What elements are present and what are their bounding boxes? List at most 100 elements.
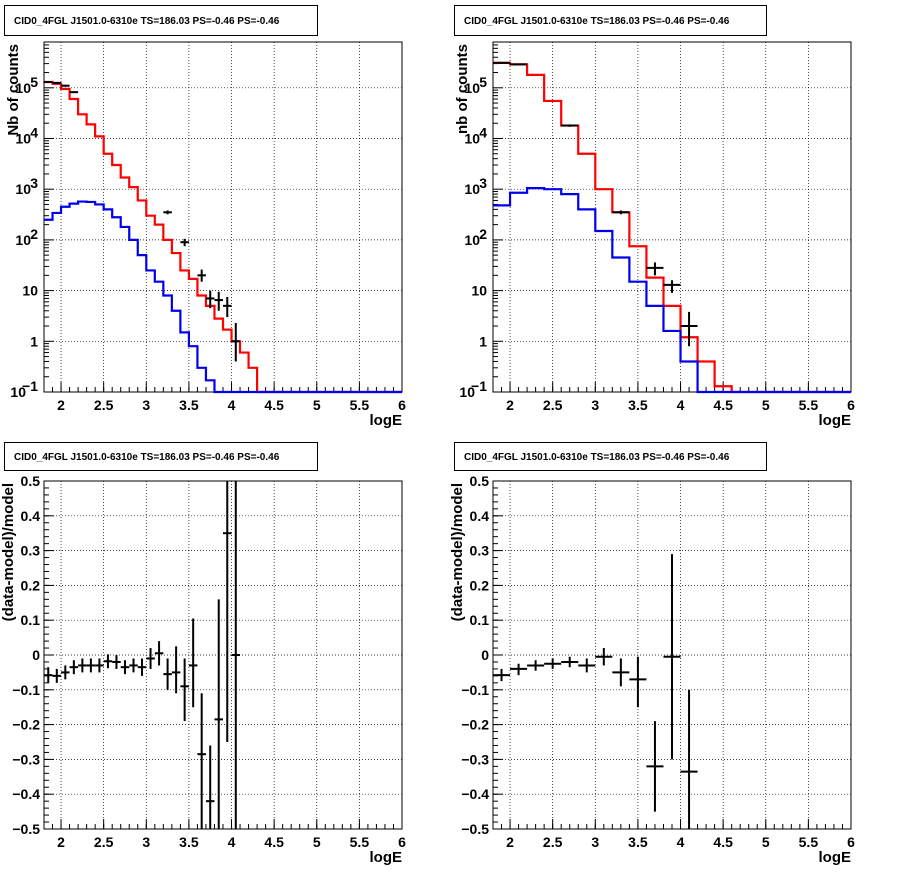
x-tick-label: 2: [506, 834, 514, 850]
x-tick-label: 4: [677, 834, 685, 850]
series-line-blue: [44, 200, 402, 394]
x-tick-label: 5: [762, 397, 770, 413]
x-tick-label: 4: [228, 397, 236, 413]
data-point: [214, 291, 223, 311]
data-point: [129, 658, 138, 673]
x-tick-label: 3: [142, 834, 150, 850]
series-line-red: [493, 61, 851, 394]
x-tick-label: 4.5: [264, 834, 284, 850]
x-tick-label: 5.5: [799, 834, 819, 850]
x-tick-label: 5: [313, 834, 321, 850]
x-tick-label: 5: [313, 397, 321, 413]
x-tick-label: 5: [762, 834, 770, 850]
data-point: [44, 667, 53, 683]
data-point: [197, 693, 206, 829]
y-tick-label: 10: [464, 181, 480, 197]
x-tick-label: 4: [677, 397, 685, 413]
data-point: [646, 262, 664, 276]
y-tick-label: 10: [464, 130, 480, 146]
y-tick-label: 1: [479, 333, 487, 349]
y-tick-exponent: −1: [471, 378, 487, 394]
y-tick-label: 0: [32, 647, 40, 663]
series-line-red: [44, 80, 402, 394]
data-point: [112, 655, 121, 669]
x-tick-label: 2.5: [94, 397, 114, 413]
data-point: [544, 658, 562, 669]
x-tick-label: 3.5: [628, 397, 648, 413]
y-tick-exponent: 3: [479, 175, 487, 191]
x-axis-title: logE: [819, 849, 852, 866]
x-tick-label: 3: [591, 834, 599, 850]
data-point: [214, 599, 223, 829]
chart-panel-4: CID0_4FGL J1501.0-6310e TS=186.03 PS=-0.…: [449, 442, 855, 866]
y-tick-label: 0.1: [470, 612, 490, 628]
x-tick-label: 4.5: [713, 834, 733, 850]
data-point: [493, 61, 511, 64]
data-point: [69, 660, 79, 675]
y-tick-label: −0.1: [461, 682, 489, 698]
y-axis-title: Nb of counts: [5, 44, 22, 136]
x-tick-label: 2: [57, 834, 65, 850]
x-tick-label: 5.5: [350, 834, 370, 850]
y-tick-label: 10: [22, 283, 38, 299]
y-tick-label: 10: [464, 80, 480, 96]
chart-title: CID0_4FGL J1501.0-6310e TS=186.03 PS=-0.…: [14, 452, 280, 463]
y-tick-label: 0.3: [21, 543, 41, 559]
data-point: [680, 689, 698, 829]
x-tick-label: 3: [591, 397, 599, 413]
y-tick-label: 0.2: [21, 577, 41, 593]
chart-title: CID0_4FGL J1501.0-6310e TS=186.03 PS=-0.…: [464, 16, 730, 27]
y-tick-label: 0.3: [470, 543, 490, 559]
x-tick-label: 3.5: [628, 834, 648, 850]
series-line-blue: [493, 187, 851, 394]
data-point: [69, 91, 79, 94]
y-tick-label: −0.5: [12, 821, 40, 837]
x-tick-label: 6: [847, 834, 855, 850]
x-tick-label: 4: [228, 834, 236, 850]
chart-panel-1: CID0_4FGL J1501.0-6310e TS=186.03 PS=-0.…: [4, 5, 406, 429]
y-tick-exponent: 5: [479, 74, 487, 90]
data-point: [52, 81, 62, 84]
data-point: [510, 63, 528, 66]
x-axis-title: logE: [370, 412, 403, 429]
x-tick-label: 2: [506, 397, 514, 413]
data-point: [95, 658, 104, 673]
y-tick-label: 10: [471, 283, 487, 299]
data-point: [612, 210, 630, 215]
y-tick-label: 10: [459, 384, 475, 400]
chart-title: CID0_4FGL J1501.0-6310e TS=186.03 PS=-0.…: [464, 452, 730, 463]
data-point: [205, 290, 215, 309]
y-tick-label: −0.4: [461, 786, 489, 802]
data-point: [103, 654, 113, 669]
chart-panel-3: CID0_4FGL J1501.0-6310e TS=186.03 PS=-0.…: [0, 442, 406, 866]
data-point: [180, 658, 189, 722]
title-box: [4, 5, 318, 36]
data-point: [52, 668, 62, 683]
x-tick-label: 3.5: [179, 397, 199, 413]
data-point: [223, 296, 232, 318]
y-tick-label: 10: [15, 232, 31, 248]
x-tick-label: 2.5: [94, 834, 114, 850]
y-tick-label: 10: [15, 130, 31, 146]
y-tick-label: −0.1: [12, 682, 40, 698]
y-tick-exponent: 4: [479, 124, 487, 140]
data-point: [231, 322, 241, 362]
data-point: [154, 641, 164, 666]
y-tick-exponent: 2: [30, 226, 38, 242]
chart-title: CID0_4FGL J1501.0-6310e TS=186.03 PS=-0.…: [14, 16, 280, 27]
y-tick-label: −0.2: [461, 717, 489, 733]
data-point: [44, 81, 53, 84]
x-axis-title: logE: [370, 849, 403, 866]
x-tick-label: 2.5: [543, 834, 563, 850]
y-tick-label: −0.3: [461, 751, 489, 767]
data-point: [561, 124, 579, 127]
x-axis-title: logE: [819, 412, 852, 429]
y-tick-exponent: 5: [30, 74, 38, 90]
y-tick-label: 0.1: [21, 612, 41, 628]
y-tick-label: 0: [481, 647, 489, 663]
data-point: [120, 660, 130, 675]
data-point: [680, 311, 698, 347]
data-point: [663, 554, 681, 760]
y-tick-label: 0.2: [470, 577, 490, 593]
data-point: [180, 238, 189, 247]
